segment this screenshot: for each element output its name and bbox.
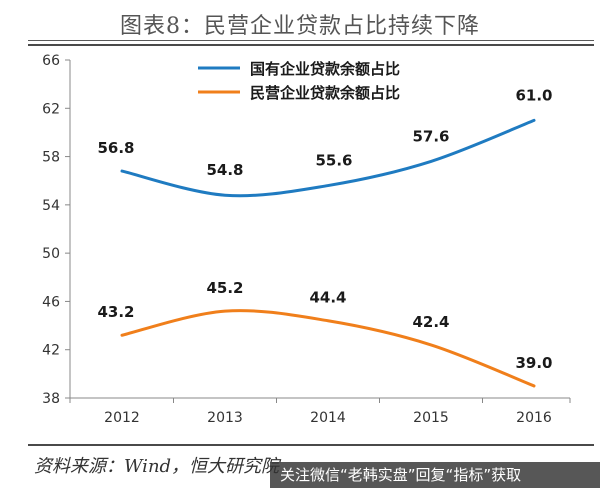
data-label: 45.2 xyxy=(206,279,243,297)
y-tick-label: 46 xyxy=(42,294,60,310)
data-label: 43.2 xyxy=(97,303,134,321)
data-label: 39.0 xyxy=(515,354,552,372)
title-divider-thick xyxy=(28,44,594,46)
x-tick-label: 2015 xyxy=(413,410,449,426)
y-tick-label: 42 xyxy=(42,343,60,359)
series-line-private xyxy=(120,309,536,388)
legend-label: 民营企业贷款余额占比 xyxy=(250,84,400,102)
chart-title: 图表8：民营企业贷款占比持续下降 xyxy=(120,14,480,39)
x-tick-label: 2016 xyxy=(516,410,552,426)
x-tick-label: 2013 xyxy=(207,410,243,426)
source-divider xyxy=(28,444,594,446)
data-label: 61.0 xyxy=(515,86,552,104)
series-line-state-owned xyxy=(120,118,536,198)
y-tick-label: 58 xyxy=(42,150,60,166)
legend-label: 国有企业贷款余额占比 xyxy=(250,60,400,78)
y-tick-label: 54 xyxy=(42,198,60,214)
data-label: 42.4 xyxy=(412,313,449,331)
data-label: 44.4 xyxy=(309,289,346,307)
source-note: 资料来源：Wind，恒大研究院 xyxy=(34,456,280,477)
data-labels: 56.8 54.8 55.6 57.6 61.0 43.2 45.2 44.4 42.4 39.0 xyxy=(97,86,552,372)
data-label: 56.8 xyxy=(97,139,134,157)
x-tick-label: 2014 xyxy=(310,410,346,426)
data-label: 57.6 xyxy=(412,127,449,145)
y-tick-label: 38 xyxy=(42,391,60,407)
y-tick-label: 66 xyxy=(42,53,60,69)
axes: 38 42 46 50 54 58 62 66 2012 2013 2014 2015 2016 xyxy=(42,53,571,426)
y-tick-label: 50 xyxy=(42,246,60,262)
title-divider xyxy=(28,40,594,41)
watermark-banner: 关注微信“老韩实盘”回复“指标”获取 xyxy=(270,462,600,488)
series-lines xyxy=(120,118,536,388)
x-tick-label: 2012 xyxy=(104,410,140,426)
data-label: 55.6 xyxy=(315,152,352,170)
data-label: 54.8 xyxy=(206,161,243,179)
y-tick-label: 62 xyxy=(42,101,60,117)
